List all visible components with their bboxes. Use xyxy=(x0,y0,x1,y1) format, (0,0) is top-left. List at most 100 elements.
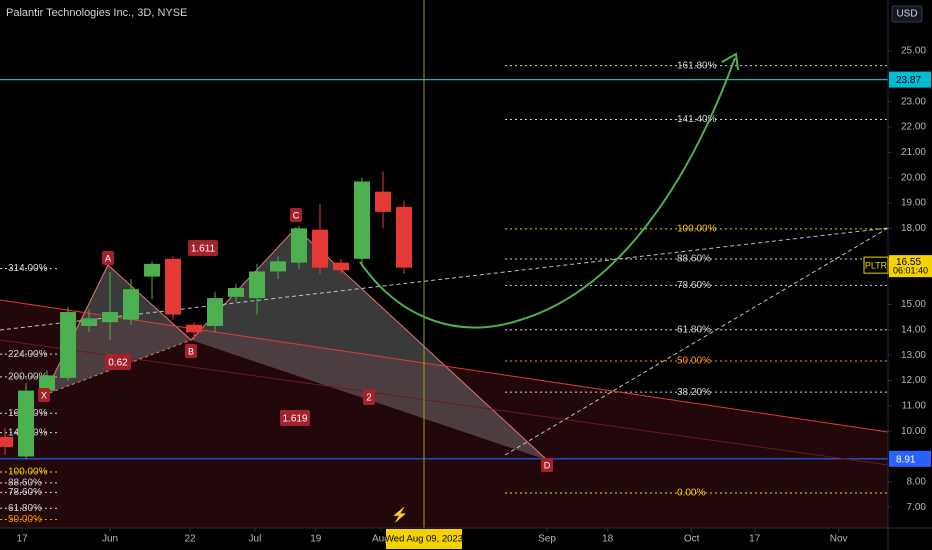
y-tick-label: 19.00 xyxy=(901,198,926,209)
pattern-point: X xyxy=(41,390,47,400)
candle-body xyxy=(375,191,392,212)
symbol: PLTR xyxy=(865,261,888,271)
candle-body xyxy=(249,271,266,299)
price-line-box xyxy=(889,450,931,467)
chart-title: Palantir Technologies Inc., 3D, NYSE xyxy=(6,7,187,19)
fib-label: 88.60% xyxy=(8,477,42,488)
x-tick-label: 22 xyxy=(184,534,196,545)
pattern-point: B xyxy=(188,346,194,356)
pattern-point: C xyxy=(293,210,300,220)
pattern-point-box xyxy=(102,251,114,265)
y-tick-label: 22.00 xyxy=(901,122,926,133)
ratio-label: 1.619 xyxy=(282,414,307,425)
pattern-point-box xyxy=(290,208,302,222)
fib-label: 224.00% xyxy=(8,349,48,360)
y-tick-label: 15.00 xyxy=(901,299,926,310)
price-line-label: 8.91 xyxy=(896,454,916,465)
y-tick-label: 8.00 xyxy=(907,477,927,488)
candle-body xyxy=(354,181,371,259)
fib-label: 61.80% xyxy=(8,503,42,514)
candle-body xyxy=(228,287,245,297)
candle-body xyxy=(144,263,161,277)
fib-label: 141.40% xyxy=(677,114,717,125)
x-tick-label: Oct xyxy=(684,534,700,545)
y-tick-label: 20.00 xyxy=(901,172,926,183)
shaded-zone xyxy=(0,300,888,528)
projection-arrow xyxy=(359,57,736,329)
pattern-bcd xyxy=(191,228,547,460)
fib-label: 100.00% xyxy=(677,224,717,235)
y-tick-label: 10.00 xyxy=(901,426,926,437)
candle-body xyxy=(395,206,412,268)
pattern-point-box xyxy=(185,344,197,358)
fib-label: 161.80% xyxy=(677,60,717,71)
fib-label: 50.00% xyxy=(8,514,42,525)
y-tick-label: 13.00 xyxy=(901,350,926,361)
countdown: 06:01:40 xyxy=(893,266,928,276)
candle-body xyxy=(186,324,203,333)
candle-body xyxy=(102,312,119,323)
arrow-head xyxy=(721,52,739,71)
candle-body xyxy=(165,258,182,315)
last-price: 16.55 xyxy=(896,257,921,268)
y-tick-label: 7.00 xyxy=(907,502,927,513)
candle-body xyxy=(312,229,329,268)
y-tick-label: 23.00 xyxy=(901,96,926,107)
pattern-point: D xyxy=(544,460,551,470)
pattern-point-box xyxy=(541,458,553,472)
x-tick-label: 17 xyxy=(749,534,761,545)
y-tick-label: 14.00 xyxy=(901,324,926,335)
crosshair-label-box xyxy=(386,529,462,549)
y-tick-label: 12.00 xyxy=(901,375,926,386)
x-tick-label: Nov xyxy=(830,534,848,545)
fib-label: 200.00% xyxy=(8,372,48,383)
currency[interactable]: USD xyxy=(896,9,917,20)
x-tick-label: Jun xyxy=(102,534,118,545)
y-tick-label: 18.00 xyxy=(901,223,926,234)
x-tick-label: Jul xyxy=(249,534,262,545)
fib-label: 100.00% xyxy=(8,467,48,478)
candle-body xyxy=(60,312,77,378)
y-tick-label: 21.00 xyxy=(901,147,926,158)
candle-body xyxy=(333,262,350,271)
candle-body xyxy=(123,289,140,320)
candle-body xyxy=(39,375,56,391)
fib-label: 78.60% xyxy=(8,487,42,498)
x-tick-label: 17 xyxy=(16,534,28,545)
y-tick-label: 25.00 xyxy=(901,46,926,57)
fib-label: 50.00% xyxy=(677,356,711,367)
candle-body xyxy=(207,298,224,326)
x-tick-label: 19 xyxy=(310,534,322,545)
price-line-box xyxy=(889,71,931,88)
pattern-xab xyxy=(44,265,191,395)
y-tick-label: 11.00 xyxy=(902,400,927,411)
ratio-box xyxy=(363,389,375,405)
ratio-label: 1.611 xyxy=(191,244,216,255)
last-price-box xyxy=(889,255,932,278)
ratio-label: 2 xyxy=(366,393,372,404)
candle-body xyxy=(270,261,287,272)
x-tick-label: Aug xyxy=(372,534,390,545)
ratio-box xyxy=(188,240,218,256)
lightning-icon[interactable]: ⚡ xyxy=(391,507,408,524)
fib-label: 0.00% xyxy=(677,488,705,499)
fib-label: 38.20% xyxy=(677,387,711,398)
ratio-box xyxy=(105,354,131,370)
fib-label: 61.80% xyxy=(677,324,711,335)
ratio-label: 0.62 xyxy=(108,358,128,369)
fib-label: 88.60% xyxy=(677,254,711,265)
pattern-point-box xyxy=(38,388,50,402)
currency-button[interactable] xyxy=(891,5,923,23)
fib-label: 78.60% xyxy=(677,280,711,291)
x-tick-label: Sep xyxy=(538,534,556,545)
price-line-label: 23.87 xyxy=(896,75,921,86)
trend-line xyxy=(0,299,889,433)
symbol-box xyxy=(863,256,889,274)
candle-body xyxy=(81,318,98,326)
dashed-line xyxy=(504,227,889,456)
ratio-box xyxy=(280,410,310,426)
candle-body xyxy=(18,390,35,457)
dashed-line xyxy=(0,227,889,331)
crosshair-label: Wed Aug 09, 2023 xyxy=(385,534,463,545)
